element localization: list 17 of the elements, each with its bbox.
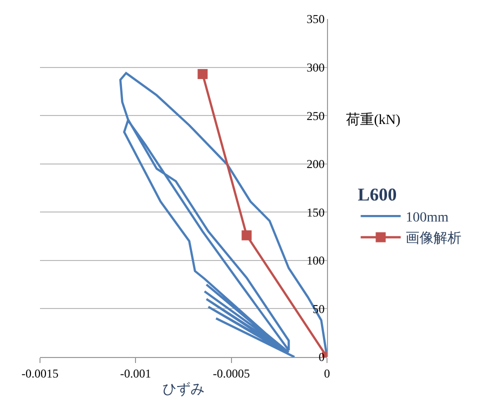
legend-title: L600 bbox=[358, 184, 397, 204]
y-tick-label: 350 bbox=[306, 12, 325, 26]
y-tick-label: 150 bbox=[306, 205, 325, 220]
y-tick-label: 300 bbox=[306, 60, 325, 74]
x-tick-label: -0.001 bbox=[120, 366, 152, 380]
x-tick-label: -0.0005 bbox=[212, 366, 250, 380]
y-axis-title: 荷重(kN) bbox=[346, 112, 401, 128]
y-tick-label: 100 bbox=[306, 254, 325, 268]
legend-label: 100mm bbox=[406, 210, 449, 226]
y-tick-label: 0 bbox=[318, 350, 325, 364]
point bbox=[242, 230, 252, 240]
legend-label: 画像解析 bbox=[406, 230, 462, 247]
x-axis-title: ひずみ bbox=[162, 382, 204, 398]
y-tick-label: 250 bbox=[306, 108, 325, 123]
y-tick-label: 200 bbox=[306, 157, 325, 172]
x-tick-label: -0.0015 bbox=[22, 366, 58, 380]
point bbox=[198, 69, 208, 80]
